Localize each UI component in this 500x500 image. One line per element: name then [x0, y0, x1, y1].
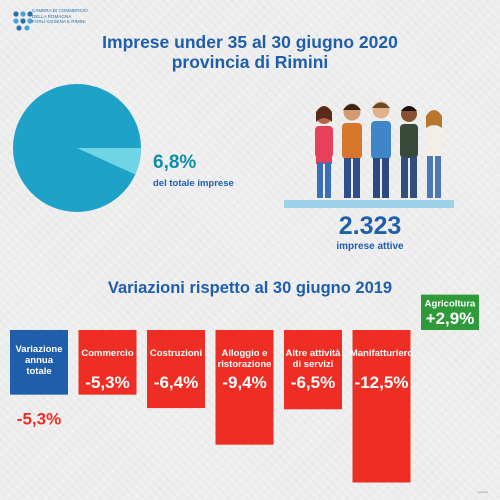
bar-label-3-1: ristorazione — [218, 359, 272, 370]
logo-line-1: CAMERA DI COMMERCIO — [32, 8, 88, 13]
bar-total — [10, 330, 68, 395]
active-businesses-count: 2.323 — [338, 212, 402, 240]
bar-group-1: Commercio -5,3% — [78, 330, 137, 395]
bar-value-4: -6,5% — [291, 373, 335, 392]
chart-subtitle: Variazioni rispetto al 30 giugno 2019 — [107, 279, 393, 297]
share-pie-chart — [13, 84, 141, 212]
title-line-2: provincia di Rimini — [171, 52, 329, 72]
bar-group-6: Agricoltura+2,9% — [421, 294, 479, 330]
bar-value-2: -6,4% — [154, 373, 198, 392]
share-value: 6,8% — [153, 152, 197, 173]
footer-credit: autostat — [477, 490, 488, 494]
bar-label-6-0: Agricoltura — [425, 299, 476, 310]
bar-6 — [421, 294, 479, 330]
bar-label-0-2: totale — [26, 366, 51, 377]
logo-text: CAMERA DI COMMERCIO DELLA ROMAGNA FORLÌ-… — [32, 8, 88, 25]
bar-value-6: +2,9% — [426, 309, 475, 328]
bar-label-4-0: Altre attività — [286, 348, 342, 359]
bar-label-2-0: Costruzioni — [150, 348, 202, 359]
bar-label-0-0: Variazione — [16, 344, 63, 355]
bar-value-3: -9,4% — [222, 373, 266, 392]
share-label: del totale imprese — [153, 178, 234, 189]
logo-line-2: DELLA ROMAGNA — [32, 13, 72, 19]
bar-group-2: Costruzioni -6,4% — [147, 330, 205, 409]
bar-group-5: Manifatturiero -12,5% — [350, 330, 414, 483]
logo-icon — [13, 11, 33, 31]
active-businesses-label: imprese attive — [336, 241, 404, 252]
bar-value-0: -5,3% — [17, 410, 61, 429]
bar-value-1: -5,3% — [85, 373, 129, 392]
bar-label-1-0: Commercio — [81, 348, 133, 359]
bar-3 — [215, 330, 274, 445]
young-people-icon — [284, 101, 454, 208]
bar-2 — [147, 330, 205, 409]
bar-5 — [352, 330, 411, 483]
bar-1 — [78, 330, 137, 395]
bar-label-5-0: Manifatturiero — [350, 348, 414, 359]
bar-4 — [284, 330, 342, 410]
bar-label-4-1: di servizi — [293, 359, 334, 370]
bar-label-0-1: annua — [25, 355, 54, 366]
bar-label-3-0: Alloggio e — [222, 348, 268, 359]
title-line-1: Imprese under 35 al 30 giugno 2020 — [102, 32, 398, 52]
pie-slice-under35 — [77, 148, 141, 175]
bar-value-5: -12,5% — [355, 373, 409, 392]
page-title: Imprese under 35 al 30 giugno 2020 provi… — [0, 32, 500, 72]
logo-line-3: FORLÌ-CESENA E RIMINI — [32, 19, 86, 25]
